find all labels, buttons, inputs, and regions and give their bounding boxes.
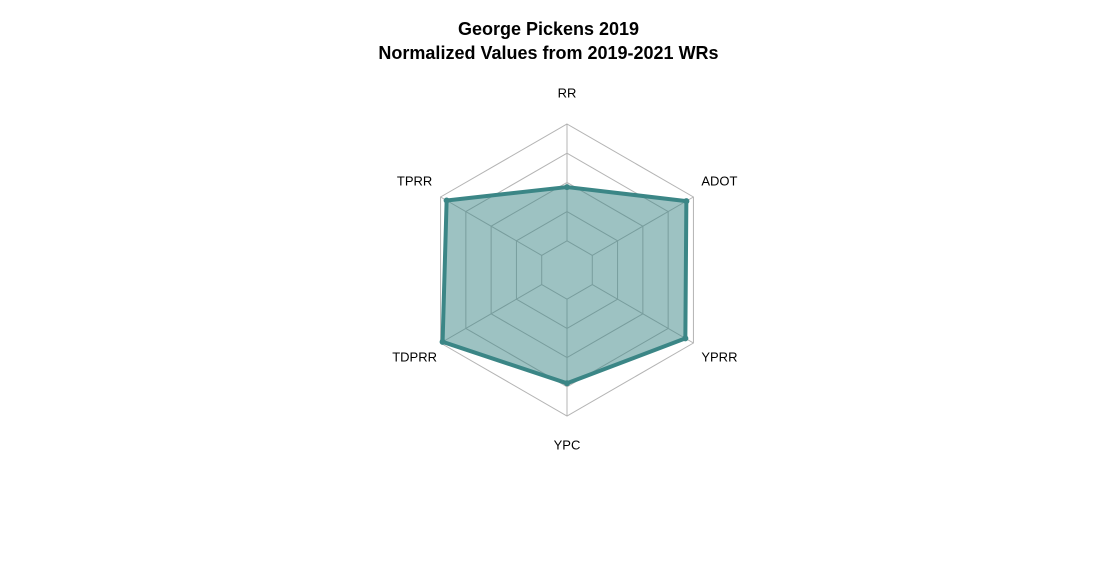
chart-subtitle: Normalized Values from 2019-2021 WRs (378, 43, 719, 63)
series-area (440, 185, 689, 386)
radar-axis-labels: RR ADOT YPRR YPC TDPRR TPRR (392, 85, 737, 452)
point-ypc (564, 380, 570, 387)
axis-label-tprr: TPRR (397, 173, 432, 188)
point-yprr (682, 335, 689, 342)
chart-title: George Pickens 2019 (457, 19, 640, 39)
axis-label-ypc: YPC (554, 437, 581, 452)
point-adot (683, 198, 690, 205)
axis-label-adot: ADOT (701, 173, 737, 188)
axis-label-yprr: YPRR (701, 349, 737, 364)
axis-label-tdprr: TDPRR (392, 349, 437, 364)
point-tdprr (439, 338, 446, 345)
radar-series (439, 184, 690, 387)
point-tprr (443, 197, 450, 204)
point-rr (564, 184, 570, 191)
axis-label-rr: RR (558, 85, 577, 100)
